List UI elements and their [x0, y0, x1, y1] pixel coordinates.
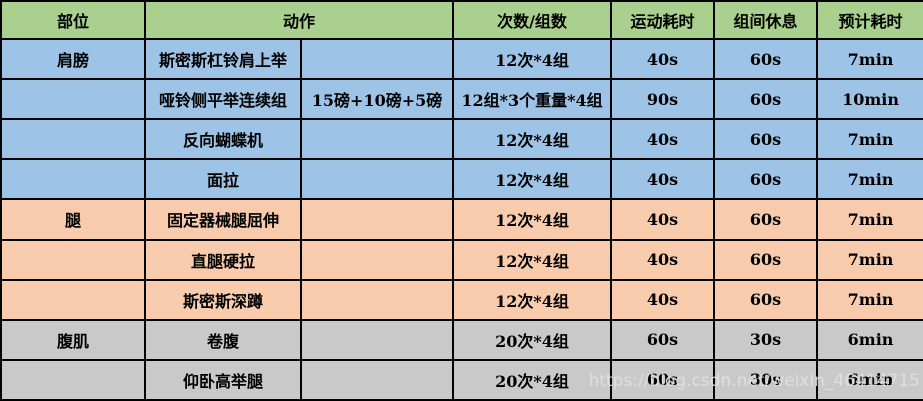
- cell-reps: 12次*4组: [452, 238, 613, 281]
- table-row: 哑铃侧平举连续组 15磅+10磅+5磅 12组*3个重量*4组 90s 60s 10min: [0, 78, 923, 121]
- cell-action: 仰卧高举腿: [144, 358, 302, 401]
- cell-reps: 20次*4组: [452, 358, 613, 401]
- cell-duration: 40s: [610, 238, 716, 281]
- cell-reps: 20次*4组: [452, 318, 613, 361]
- cell-estimate: 7min: [816, 158, 923, 201]
- cell-part: [0, 358, 146, 401]
- header-row: 部位 动作 次数/组数 运动耗时 组间休息 预计耗时: [0, 0, 923, 40]
- table-row: 斯密斯深蹲 12次*4组 40s 60s 7min: [0, 278, 923, 321]
- header-action: 动作: [143, 0, 455, 40]
- cell-duration: 40s: [610, 278, 716, 321]
- cell-estimate: 10min: [816, 78, 923, 121]
- cell-rest: 60s: [713, 78, 819, 121]
- cell-rest: 60s: [713, 118, 819, 161]
- cell-rest: 60s: [713, 238, 819, 281]
- table-row: 面拉 12次*4组 40s 60s 7min: [0, 158, 923, 201]
- cell-estimate: 6min: [816, 318, 923, 361]
- cell-estimate: 7min: [816, 238, 923, 281]
- cell-reps: 12次*4组: [452, 158, 613, 201]
- cell-reps: 12组*3个重量*4组: [452, 78, 613, 121]
- cell-weight: [299, 37, 455, 81]
- header-reps-sets: 次数/组数: [452, 0, 613, 40]
- header-exercise-time: 运动耗时: [610, 0, 716, 40]
- cell-weight: 15磅+10磅+5磅: [299, 78, 455, 121]
- cell-duration: 60s: [610, 318, 716, 361]
- header-body-part: 部位: [0, 0, 146, 40]
- cell-rest: 60s: [713, 158, 819, 201]
- cell-estimate: 7min: [816, 118, 923, 161]
- table-row: 腿固定器械腿屈伸 12次*4组 40s 60s 7min: [0, 198, 923, 241]
- cell-weight: [299, 358, 455, 401]
- cell-rest: 60s: [713, 278, 819, 321]
- cell-reps: 12次*4组: [452, 278, 613, 321]
- cell-part: [0, 78, 146, 121]
- cell-action: 面拉: [144, 158, 302, 201]
- cell-rest: 30s: [713, 318, 819, 361]
- cell-duration: 40s: [610, 37, 716, 81]
- cell-action: 斯密斯杠铃肩上举: [144, 37, 302, 81]
- cell-part: 肩膀: [0, 37, 146, 81]
- cell-estimate: 7min: [816, 278, 923, 321]
- cell-weight: [299, 318, 455, 361]
- header-estimated-time: 预计耗时: [816, 0, 923, 40]
- cell-action: 固定器械腿屈伸: [144, 198, 302, 241]
- cell-duration: 40s: [610, 198, 716, 241]
- cell-duration: 60s: [610, 358, 716, 401]
- cell-action: 反向蝴蝶机: [144, 118, 302, 161]
- cell-weight: [299, 238, 455, 281]
- cell-estimate: 7min: [816, 198, 923, 241]
- cell-duration: 40s: [610, 158, 716, 201]
- cell-reps: 12次*4组: [452, 198, 613, 241]
- header-rest-time: 组间休息: [713, 0, 819, 40]
- cell-action: 斯密斯深蹲: [144, 278, 302, 321]
- cell-part: 腿: [0, 198, 146, 241]
- cell-reps: 12次*4组: [452, 37, 613, 81]
- cell-part: [0, 158, 146, 201]
- table-row: 腹肌 卷腹 20次*4组 60s 30s 6min: [0, 318, 923, 361]
- cell-action: 哑铃侧平举连续组: [144, 78, 302, 121]
- cell-weight: [299, 118, 455, 161]
- cell-duration: 90s: [610, 78, 716, 121]
- cell-rest: 30s: [713, 358, 819, 401]
- cell-duration: 40s: [610, 118, 716, 161]
- table-row: 仰卧高举腿 20次*4组 60s 30s 6min: [0, 358, 923, 401]
- table-row: 直腿硬拉 12次*4组 40s 60s 7min: [0, 238, 923, 281]
- cell-reps: 12次*4组: [452, 118, 613, 161]
- cell-weight: [299, 278, 455, 321]
- cell-rest: 60s: [713, 37, 819, 81]
- cell-action: 卷腹: [144, 318, 302, 361]
- cell-estimate: 6min: [816, 358, 923, 401]
- cell-weight: [299, 158, 455, 201]
- cell-rest: 60s: [713, 198, 819, 241]
- cell-part: [0, 278, 146, 321]
- cell-part: 腹肌: [0, 318, 146, 361]
- cell-part: [0, 118, 146, 161]
- table-row: 肩膀 斯密斯杠铃肩上举 12次*4组 40s 60s 7min: [0, 37, 923, 81]
- cell-weight: [299, 198, 455, 241]
- cell-estimate: 7min: [816, 37, 923, 81]
- cell-part: [0, 238, 146, 281]
- table-row: 反向蝴蝶机 12次*4组 40s 60s 7min: [0, 118, 923, 161]
- cell-action: 直腿硬拉: [144, 238, 302, 281]
